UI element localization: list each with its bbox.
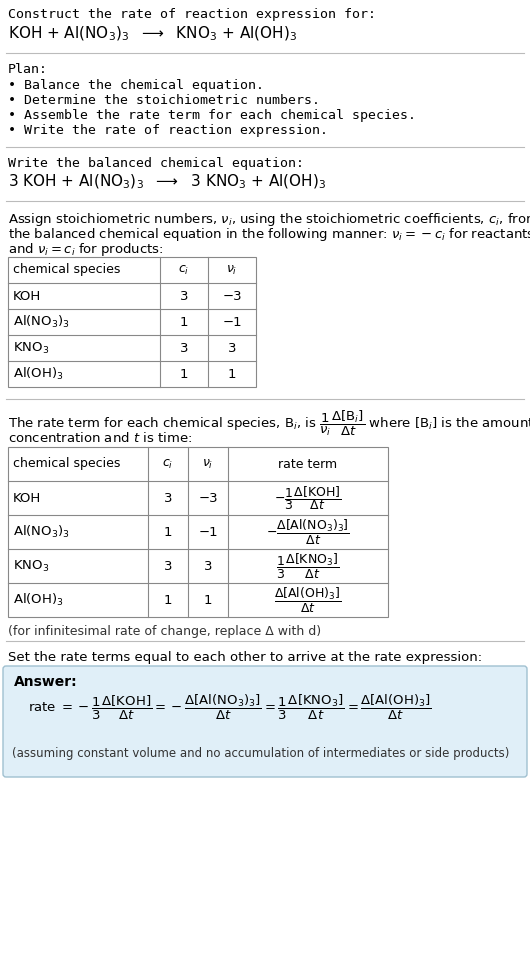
Text: Answer:: Answer: [14, 675, 77, 689]
Text: $\nu_i$: $\nu_i$ [202, 458, 214, 470]
Text: 3: 3 [164, 492, 172, 505]
Text: −1: −1 [198, 525, 218, 539]
Text: Construct the rate of reaction expression for:: Construct the rate of reaction expressio… [8, 8, 376, 21]
Text: −3: −3 [198, 492, 218, 505]
Text: KOH: KOH [13, 290, 41, 303]
Text: $-\dfrac{\Delta[\mathrm{Al(NO_3)_3}]}{\Delta t}$: $-\dfrac{\Delta[\mathrm{Al(NO_3)_3}]}{\D… [266, 517, 350, 547]
Text: • Assemble the rate term for each chemical species.: • Assemble the rate term for each chemic… [8, 109, 416, 122]
Text: (for infinitesimal rate of change, replace Δ with d): (for infinitesimal rate of change, repla… [8, 625, 321, 638]
Text: $c_i$: $c_i$ [179, 264, 190, 276]
Text: Al(NO$_3$)$_3$: Al(NO$_3$)$_3$ [13, 524, 70, 540]
Text: chemical species: chemical species [13, 458, 120, 470]
Text: 1: 1 [180, 315, 188, 329]
Text: 1: 1 [228, 368, 236, 381]
Text: (assuming constant volume and no accumulation of intermediates or side products): (assuming constant volume and no accumul… [12, 747, 509, 760]
Text: 1: 1 [164, 525, 172, 539]
Text: 3: 3 [180, 290, 188, 303]
Text: 3 KOH + Al(NO$_3$)$_3$  $\longrightarrow$  3 KNO$_3$ + Al(OH)$_3$: 3 KOH + Al(NO$_3$)$_3$ $\longrightarrow$… [8, 173, 326, 191]
Text: concentration and $t$ is time:: concentration and $t$ is time: [8, 431, 192, 445]
Text: Plan:: Plan: [8, 63, 48, 76]
Text: $-\dfrac{1}{3}\dfrac{\Delta[\mathrm{KOH}]}{\Delta t}$: $-\dfrac{1}{3}\dfrac{\Delta[\mathrm{KOH}… [274, 484, 342, 512]
Text: −3: −3 [222, 290, 242, 303]
Text: 1: 1 [164, 593, 172, 606]
Text: • Write the rate of reaction expression.: • Write the rate of reaction expression. [8, 124, 328, 137]
Text: −1: −1 [222, 315, 242, 329]
Bar [8, 447, 388, 617]
Text: $\dfrac{\Delta[\mathrm{Al(OH)_3}]}{\Delta t}$: $\dfrac{\Delta[\mathrm{Al(OH)_3}]}{\Delt… [275, 586, 342, 615]
Text: Al(OH)$_3$: Al(OH)$_3$ [13, 366, 64, 382]
Text: KNO$_3$: KNO$_3$ [13, 341, 49, 355]
Text: chemical species: chemical species [13, 264, 120, 276]
Text: 1: 1 [204, 593, 212, 606]
Text: KOH: KOH [13, 492, 41, 505]
Text: • Determine the stoichiometric numbers.: • Determine the stoichiometric numbers. [8, 94, 320, 107]
Text: the balanced chemical equation in the following manner: $\nu_i = -c_i$ for react: the balanced chemical equation in the fo… [8, 226, 530, 243]
Text: Al(OH)$_3$: Al(OH)$_3$ [13, 592, 64, 608]
Text: rate $= -\dfrac{1}{3}\dfrac{\Delta[\mathrm{KOH}]}{\Delta t} = -\dfrac{\Delta[\ma: rate $= -\dfrac{1}{3}\dfrac{\Delta[\math… [28, 692, 432, 721]
Text: 3: 3 [164, 559, 172, 573]
Text: 3: 3 [180, 342, 188, 354]
Text: 1: 1 [180, 368, 188, 381]
Text: $c_i$: $c_i$ [162, 458, 174, 470]
Text: and $\nu_i = c_i$ for products:: and $\nu_i = c_i$ for products: [8, 241, 164, 258]
Text: 3: 3 [204, 559, 212, 573]
FancyBboxPatch shape [3, 666, 527, 777]
Text: KNO$_3$: KNO$_3$ [13, 558, 49, 574]
Text: $\dfrac{1}{3}\dfrac{\Delta[\mathrm{KNO_3}]}{\Delta t}$: $\dfrac{1}{3}\dfrac{\Delta[\mathrm{KNO_3… [276, 551, 340, 581]
Text: $\nu_i$: $\nu_i$ [226, 264, 237, 276]
Text: KOH + Al(NO$_3$)$_3$  $\longrightarrow$  KNO$_3$ + Al(OH)$_3$: KOH + Al(NO$_3$)$_3$ $\longrightarrow$ K… [8, 25, 297, 43]
Text: Write the balanced chemical equation:: Write the balanced chemical equation: [8, 157, 304, 170]
Text: Assign stoichiometric numbers, $\nu_i$, using the stoichiometric coefficients, $: Assign stoichiometric numbers, $\nu_i$, … [8, 211, 530, 228]
Text: Al(NO$_3$)$_3$: Al(NO$_3$)$_3$ [13, 314, 70, 330]
Text: • Balance the chemical equation.: • Balance the chemical equation. [8, 79, 264, 92]
Text: The rate term for each chemical species, B$_i$, is $\dfrac{1}{\nu_i}\dfrac{\Delt: The rate term for each chemical species,… [8, 409, 530, 438]
Bar [8, 257, 256, 387]
Text: rate term: rate term [278, 458, 338, 470]
Text: Set the rate terms equal to each other to arrive at the rate expression:: Set the rate terms equal to each other t… [8, 651, 482, 664]
Text: 3: 3 [228, 342, 236, 354]
